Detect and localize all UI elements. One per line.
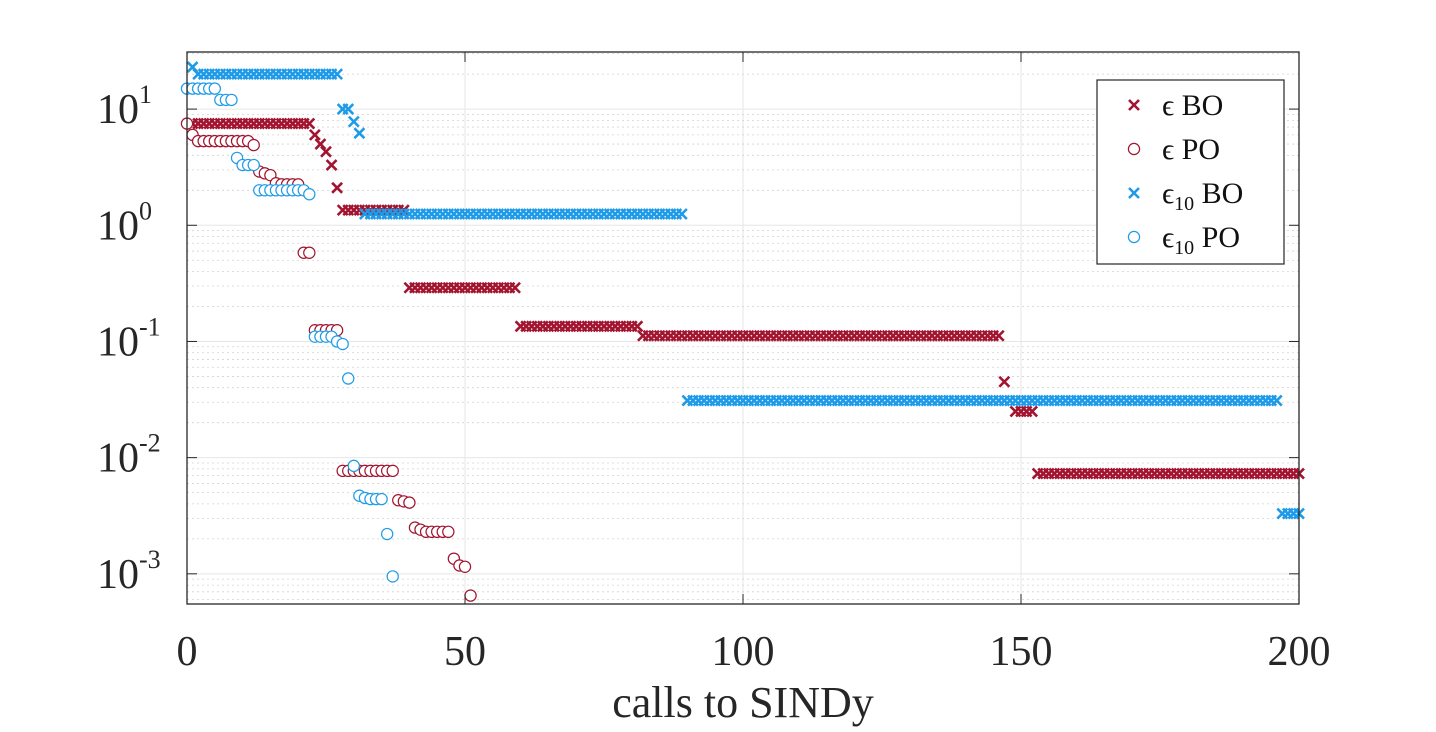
series-4-point	[225, 93, 238, 107]
series-4-point	[375, 492, 388, 506]
y-tick-label: 10-2	[97, 429, 161, 482]
series-4-point	[247, 158, 260, 172]
series-2-point	[464, 589, 477, 602]
series-4-point	[386, 570, 399, 583]
series-3-point	[342, 103, 355, 116]
series-3-point	[331, 68, 344, 81]
series-1-point	[998, 375, 1011, 388]
series-3-point	[347, 115, 360, 128]
legend: ϵ BO ϵ PO ϵ10 BO ϵ10 PO	[1096, 79, 1285, 265]
series-2-point	[458, 560, 472, 573]
legend-marker	[1128, 187, 1140, 199]
series-2-point	[442, 525, 455, 539]
x-tick-label: 100	[712, 629, 775, 675]
y-tick-label: 10-1	[97, 312, 161, 365]
series-2-point	[403, 496, 416, 509]
series-4-point	[342, 372, 355, 385]
x-tick-label: 50	[444, 629, 486, 675]
y-tick-label: 100	[97, 196, 152, 249]
axis-ticks: 0 50 100 150 200 10-3 10-2 10-1 100 101	[97, 52, 1331, 675]
series-4-point	[347, 459, 360, 473]
legend-label: ϵ10 BO	[1162, 177, 1243, 215]
x-axis-label: calls to SINDy	[612, 678, 874, 727]
legend-label: ϵ10 PO	[1162, 221, 1240, 259]
series-1-point	[314, 138, 327, 150]
series-3-point	[353, 127, 366, 140]
y-tick-label: 101	[97, 80, 152, 133]
series-1-point	[992, 329, 1005, 342]
x-tick-label: 150	[990, 629, 1053, 675]
series-4-point	[336, 337, 349, 351]
series-2-point	[303, 246, 316, 259]
series-1-point	[509, 281, 521, 294]
x-tick-label: 200	[1268, 629, 1331, 675]
y-tick-label: 10-3	[97, 545, 161, 598]
series-2-point	[247, 138, 260, 152]
series-3-point	[675, 208, 688, 220]
series-3-point	[186, 61, 199, 73]
series-3-point	[1270, 394, 1283, 407]
series-2-point	[386, 464, 399, 478]
series-4-point	[380, 527, 394, 541]
legend-marker	[1127, 230, 1141, 244]
series-1-point	[1026, 405, 1039, 418]
legend-box	[1096, 79, 1285, 265]
series-4-point	[208, 82, 221, 95]
series-1-point	[308, 128, 321, 141]
legend-marker	[1128, 99, 1140, 111]
legend-label: ϵ PO	[1162, 133, 1220, 166]
series-1-point	[320, 145, 332, 158]
data-marks	[180, 61, 1305, 602]
series-1-point	[303, 117, 316, 130]
series-4-point	[303, 188, 316, 201]
series-1-point	[331, 181, 344, 194]
series-1-point	[325, 159, 338, 171]
legend-label: ϵ BO	[1162, 89, 1223, 122]
x-tick-label: 0	[177, 629, 198, 675]
series-1-point	[631, 320, 644, 333]
legend-marker	[1127, 142, 1141, 156]
